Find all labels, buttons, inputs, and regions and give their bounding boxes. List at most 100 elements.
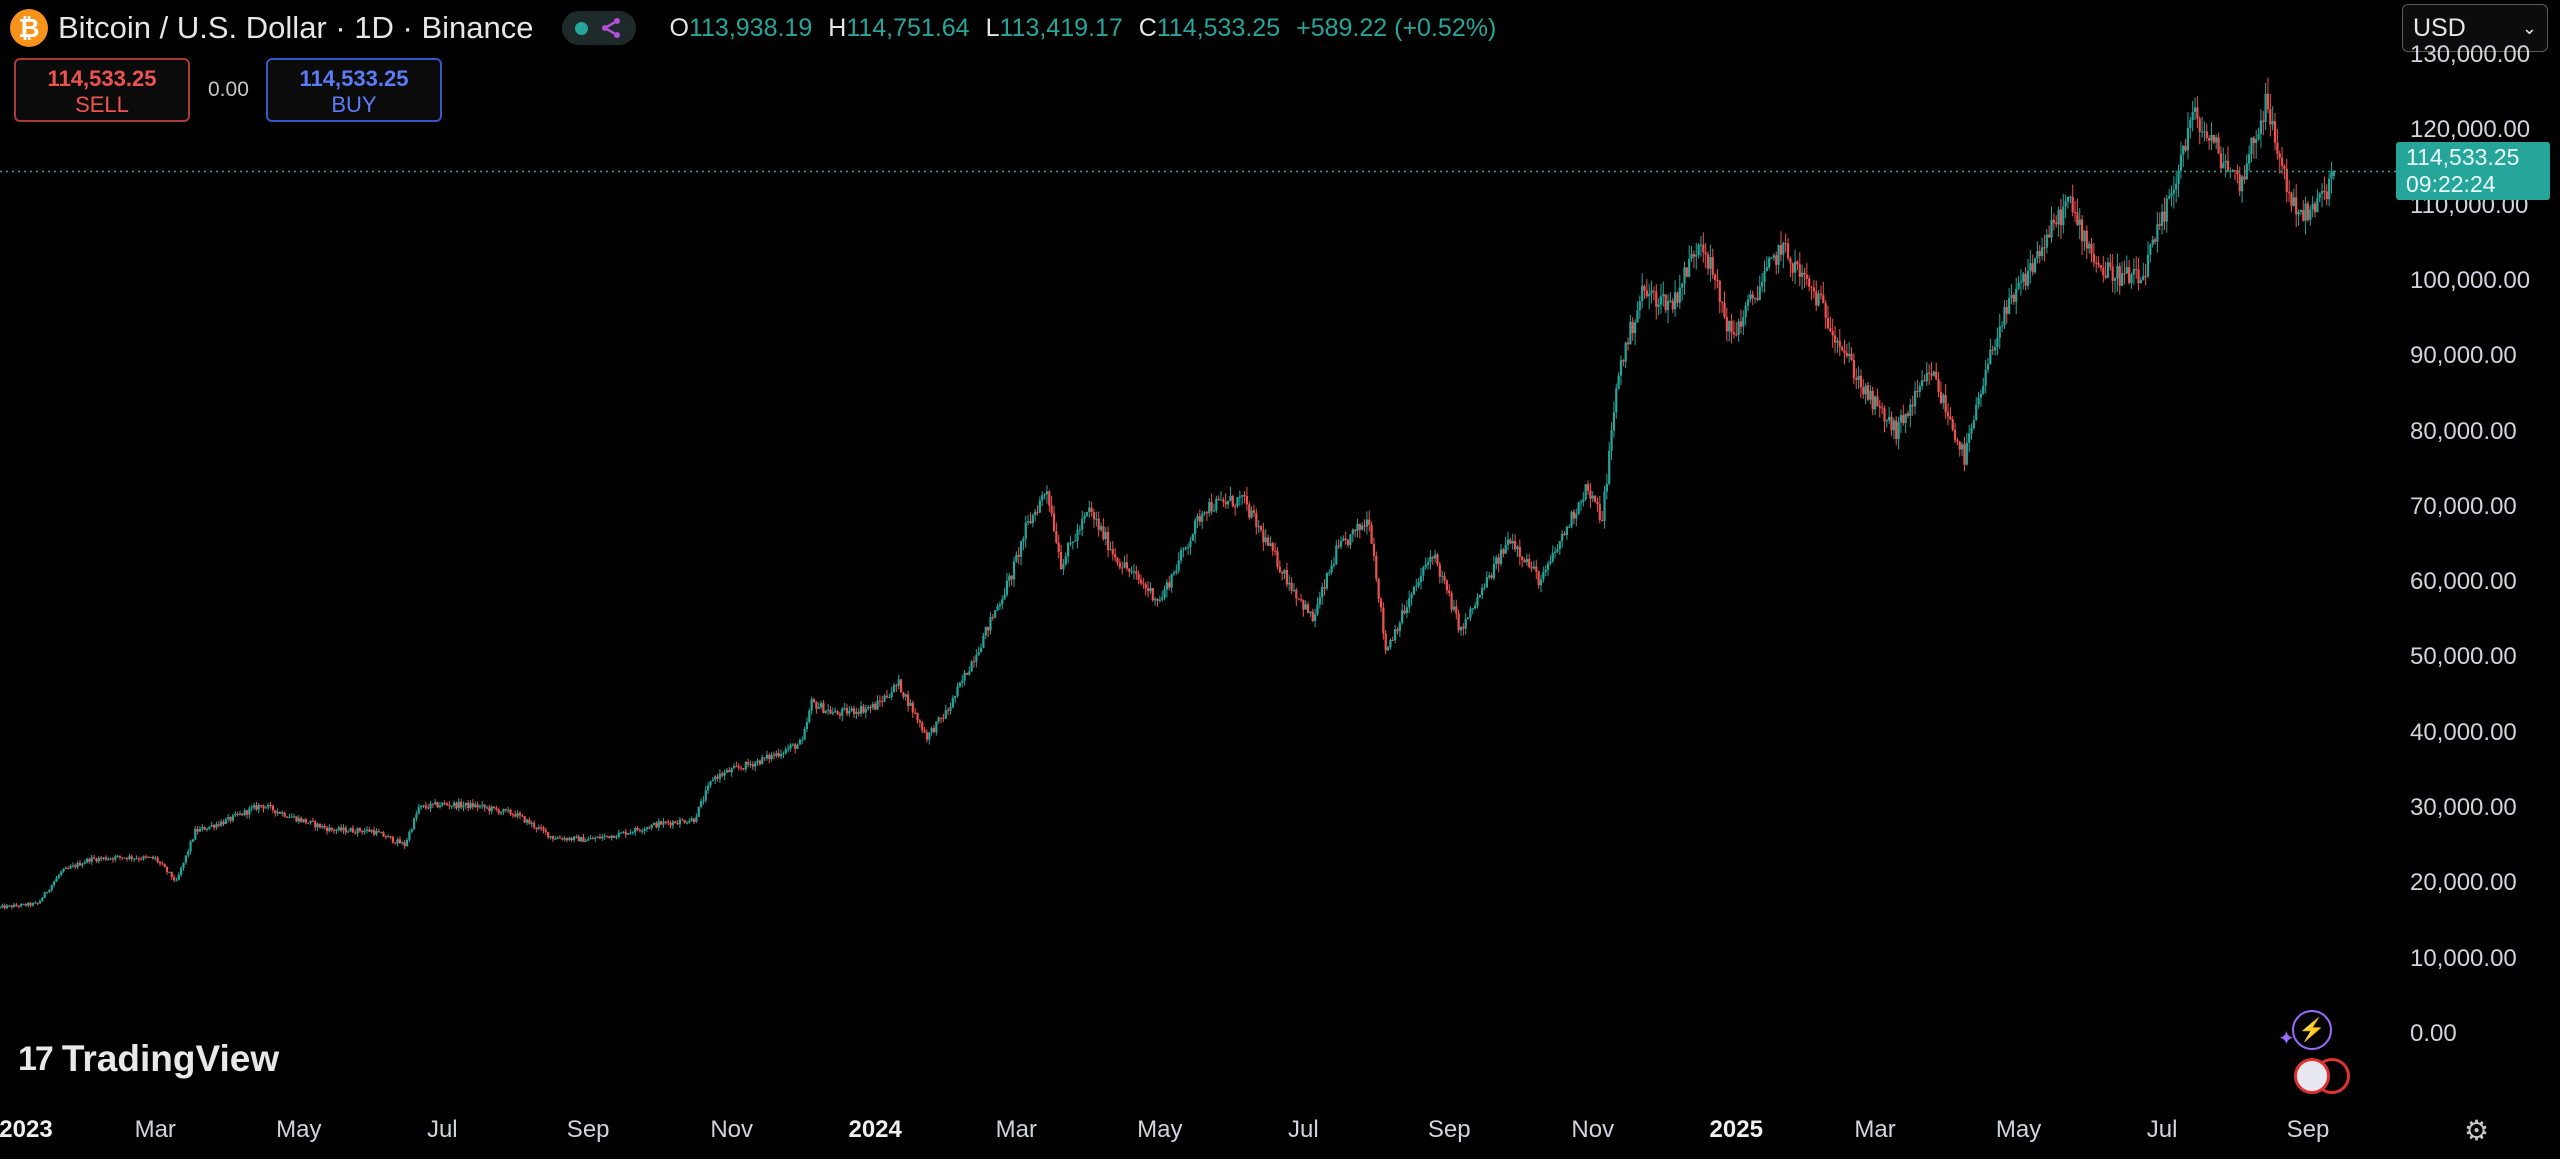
lightning-icon[interactable]: ⚡: [2292, 1010, 2332, 1050]
candle-body: [1163, 589, 1166, 598]
candle-body: [1259, 526, 1263, 531]
candle-body: [384, 836, 387, 838]
candle-body: [194, 829, 197, 840]
candle-body: [1539, 579, 1543, 586]
candle-body: [125, 857, 129, 860]
candle-body: [958, 682, 961, 687]
market-status-pill[interactable]: [561, 11, 636, 45]
candle-body: [271, 805, 275, 811]
candle-body: [1521, 556, 1524, 560]
tradingview-logo[interactable]: 17 TradingView: [18, 1038, 279, 1080]
candle-body: [572, 836, 576, 840]
candle-body: [685, 822, 689, 824]
candle-body: [1984, 369, 1987, 386]
buy-button[interactable]: 114,533.25 BUY: [266, 58, 442, 122]
candle-body: [1125, 562, 1129, 569]
candle-body: [316, 823, 319, 828]
candle-body: [198, 828, 202, 832]
settings-icon[interactable]: ⚙: [2464, 1115, 2490, 1146]
bitcoin-icon[interactable]: ₿: [10, 9, 48, 47]
candle-body: [707, 785, 710, 791]
candle-body: [1045, 491, 1049, 495]
candle-body: [787, 748, 790, 750]
candle-body: [671, 821, 674, 826]
candle-body: [1102, 526, 1105, 540]
candle-body: [1935, 371, 1938, 380]
high-label: H: [828, 13, 847, 42]
candle-body: [1297, 598, 1300, 600]
candle-body: [2064, 201, 2067, 207]
candle-body: [984, 626, 987, 636]
candle-body: [2146, 254, 2150, 277]
candle-body: [2059, 209, 2063, 226]
candle-body: [1257, 526, 1260, 528]
candle-body: [2017, 282, 2020, 289]
candle-body: [1772, 255, 1775, 258]
candle-body: [2328, 178, 2331, 200]
candle-body: [227, 817, 230, 820]
candle-body: [1775, 255, 1778, 265]
candle-body: [1490, 575, 1493, 579]
candle-body: [678, 819, 682, 825]
candle-body: [1495, 557, 1498, 565]
candle-body: [739, 767, 743, 769]
candle-body: [568, 837, 571, 841]
candle-body: [1156, 599, 1159, 601]
candle-body: [542, 827, 545, 831]
candle-body: [196, 829, 199, 832]
candle-body: [1474, 605, 1477, 609]
us-flag-icon[interactable]: [2294, 1058, 2330, 1094]
candle-body: [1452, 606, 1456, 610]
candle-body: [1012, 561, 1016, 580]
candle-body: [2041, 247, 2044, 257]
symbol-title[interactable]: Bitcoin / U.S. Dollar · 1D · Binance: [58, 10, 534, 45]
candle-body: [2036, 250, 2039, 259]
candle-body: [2285, 168, 2288, 192]
candle-body: [2266, 93, 2270, 110]
candle-body: [55, 877, 58, 882]
candle-body: [911, 702, 914, 713]
candle-body: [45, 892, 49, 894]
candle-body: [1542, 572, 1545, 580]
candle-body: [48, 889, 51, 893]
candle-body: [1485, 577, 1488, 588]
candle-body: [584, 840, 587, 842]
candle-body: [1034, 511, 1037, 515]
candle-body: [812, 699, 816, 703]
candle-body: [1953, 429, 1957, 441]
candle-body: [789, 745, 792, 749]
candle-body: [1419, 575, 1423, 583]
candle-body: [2116, 266, 2119, 279]
candle-body: [516, 813, 519, 817]
candle-body: [864, 708, 867, 713]
candle-body: [1735, 334, 1738, 336]
candle-body: [1165, 582, 1169, 590]
candle-body: [422, 805, 425, 807]
candle-body: [1059, 551, 1063, 570]
candle-body: [979, 647, 983, 653]
candle-body: [1826, 317, 1830, 329]
candle-body: [935, 721, 938, 733]
currency-select[interactable]: USD ⌄: [2402, 4, 2548, 52]
candle-body: [403, 842, 406, 847]
candle-body: [1005, 580, 1009, 595]
sell-button[interactable]: 114,533.25 SELL: [14, 58, 190, 122]
candle-body: [1975, 404, 1978, 421]
candle-body: [751, 764, 754, 767]
candle-body: [1699, 244, 1703, 246]
candle-body: [427, 807, 430, 809]
candle-body: [2200, 131, 2204, 133]
candle-body: [732, 766, 736, 769]
price-tick-label: 40,000.00: [2410, 718, 2517, 746]
candle-body: [954, 696, 957, 699]
candle-body: [1154, 599, 1157, 601]
candle-body: [1721, 301, 1724, 303]
candle-body: [1, 905, 4, 907]
candle-body: [1942, 394, 1945, 403]
candle-body: [1819, 293, 1823, 295]
candle-body: [1457, 613, 1460, 631]
candle-body: [290, 816, 293, 818]
candle-body: [2203, 131, 2206, 133]
candle-body: [695, 816, 698, 823]
